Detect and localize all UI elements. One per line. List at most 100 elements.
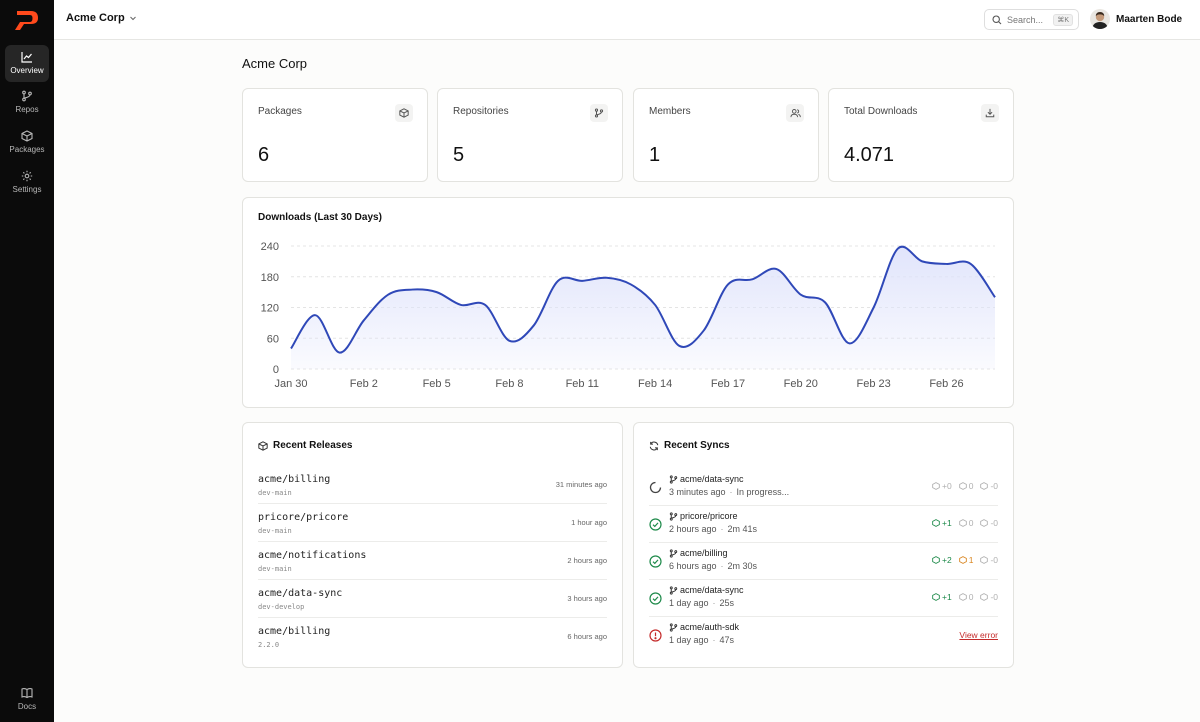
recent-syncs-title: Recent Syncs	[649, 440, 730, 451]
package-remove-icon	[980, 482, 989, 490]
stat-label: Repositories	[453, 106, 509, 117]
stat-label: Total Downloads	[844, 106, 918, 117]
removed-value: -0	[990, 592, 998, 602]
sync-repo-name: acme/data-sync	[680, 585, 744, 595]
spinner-icon	[649, 481, 662, 494]
release-row[interactable]: pricore/pricore dev-main 1 hour ago	[258, 504, 607, 542]
sync-row[interactable]: acme/data-sync 3 minutes ago · In progress…	[649, 469, 998, 506]
release-package-name: acme/billing	[258, 474, 331, 485]
meta-separator: ·	[729, 487, 733, 497]
package-add-icon	[932, 556, 940, 564]
updated-value: 1	[968, 555, 974, 565]
section-title-label: Recent Releases	[273, 440, 353, 451]
git-branch-icon	[590, 104, 608, 122]
added-count: +1	[932, 518, 952, 528]
added-count: +2	[932, 555, 952, 565]
sync-row[interactable]: pricore/pricore 2 hours ago · 2m 41s +1 0 …	[649, 506, 998, 543]
check-circle-icon	[649, 555, 662, 568]
git-branch-icon	[669, 474, 678, 484]
sync-duration: 2m 30s	[727, 561, 758, 571]
top-header: Acme Corp Search... ⌘K Maarten Bode	[54, 0, 1200, 40]
sync-row[interactable]: acme/data-sync 1 day ago · 25s +1 0 -0	[649, 580, 998, 617]
sync-meta: 2 hours ago · 2m 41s	[669, 524, 757, 534]
sidebar-item-docs[interactable]: Docs	[5, 681, 49, 718]
stat-card-packages: Packages 6	[242, 88, 428, 182]
search-shortcut: ⌘K	[1053, 13, 1073, 26]
release-version: dev-main	[258, 527, 292, 535]
added-count: +1	[932, 592, 952, 602]
git-branch-icon	[669, 511, 678, 521]
users-icon	[786, 104, 804, 122]
sync-repo-name: acme/data-sync	[680, 474, 744, 484]
package-remove-icon	[980, 593, 989, 601]
x-tick-label: Feb 8	[495, 378, 523, 390]
user-name: Maarten Bode	[1116, 13, 1183, 25]
section-title-label: Recent Syncs	[664, 440, 730, 451]
download-icon	[981, 104, 999, 122]
updated-count: 0	[958, 481, 973, 491]
stat-card-repositories: Repositories 5	[437, 88, 623, 182]
release-row[interactable]: acme/data-sync dev-develop 3 hours ago	[258, 580, 607, 618]
sidebar-item-packages[interactable]: Packages	[5, 124, 49, 161]
sidebar-item-label: Repos	[15, 105, 39, 114]
package-add-icon	[932, 593, 940, 601]
sync-repo: acme/billing	[669, 548, 728, 558]
sidebar-item-label: Packages	[9, 145, 45, 154]
release-version: dev-develop	[258, 603, 305, 611]
sync-repo-name: acme/billing	[680, 548, 728, 558]
search-input[interactable]: Search... ⌘K	[984, 9, 1079, 30]
brand-logo[interactable]	[14, 8, 40, 32]
sync-row[interactable]: acme/auth-sdk 1 day ago · 47s View error	[649, 617, 998, 654]
org-switcher[interactable]: Acme Corp	[66, 12, 137, 24]
sync-time: 1 day ago	[669, 635, 709, 645]
stat-value: 1	[649, 144, 661, 166]
sidebar-item-repos[interactable]: Repos	[5, 84, 49, 121]
y-tick-label: 60	[267, 333, 279, 345]
git-branch-icon	[669, 548, 678, 558]
package-remove-icon	[980, 556, 989, 564]
sidebar-item-label: Settings	[12, 185, 42, 194]
sync-repo: acme/auth-sdk	[669, 622, 739, 632]
stat-value: 6	[258, 144, 270, 166]
removed-count: -0	[980, 518, 998, 528]
stat-card-members: Members 1	[633, 88, 819, 182]
sync-time: 3 minutes ago	[669, 487, 726, 497]
removed-value: -0	[990, 555, 998, 565]
sidebar-item-settings[interactable]: Settings	[5, 164, 49, 201]
stat-value: 4.071	[844, 144, 895, 166]
package-add-icon	[932, 482, 940, 490]
release-package-name: pricore/pricore	[258, 512, 349, 523]
release-row[interactable]: acme/notifications dev-main 2 hours ago	[258, 542, 607, 580]
downloads-chart: 0 60 120 180 240 Jan 30 Feb 2 Feb 5 Feb 8 Feb 11 F…	[261, 241, 996, 390]
git-branch-icon	[22, 90, 32, 102]
sync-counts: +1 0 -0	[932, 592, 998, 602]
view-error-link[interactable]: View error	[959, 630, 998, 640]
stat-value: 5	[453, 144, 465, 166]
downloads-chart-card: Downloads (Last 30 Days) 0 60 120 180 240 Jan…	[242, 197, 1014, 408]
release-package-name: acme/billing	[258, 626, 331, 637]
sync-counts: +2 1 -0	[932, 555, 998, 565]
sync-row[interactable]: acme/billing 6 hours ago · 2m 30s +2 1 -0	[649, 543, 998, 580]
sync-meta: 1 day ago · 25s	[669, 598, 734, 608]
book-icon	[21, 688, 33, 699]
y-tick-label: 0	[273, 364, 279, 376]
sync-duration: 2m 41s	[727, 524, 758, 534]
removed-value: -0	[990, 518, 998, 528]
search-placeholder: Search...	[1007, 14, 1044, 25]
release-row[interactable]: acme/billing 2.2.0 6 hours ago	[258, 618, 607, 656]
sidebar-item-label: Docs	[17, 702, 37, 711]
user-menu[interactable]: Maarten Bode	[1090, 9, 1182, 29]
sync-counts: +1 0 -0	[932, 518, 998, 528]
updated-count: 1	[958, 555, 974, 565]
downloads-area	[291, 246, 995, 369]
added-value: +0	[942, 481, 952, 491]
x-tick-label: Feb 14	[638, 378, 672, 390]
sidebar-item-overview[interactable]: Overview	[5, 45, 49, 82]
x-tick-label: Feb 17	[711, 378, 745, 390]
release-time: 31 minutes ago	[555, 480, 607, 489]
added-value: +1	[942, 592, 952, 602]
package-icon	[21, 130, 33, 142]
release-row[interactable]: acme/billing dev-main 31 minutes ago	[258, 466, 607, 504]
sync-time: 6 hours ago	[669, 561, 717, 571]
x-tick-label: Jan 30	[274, 378, 307, 390]
